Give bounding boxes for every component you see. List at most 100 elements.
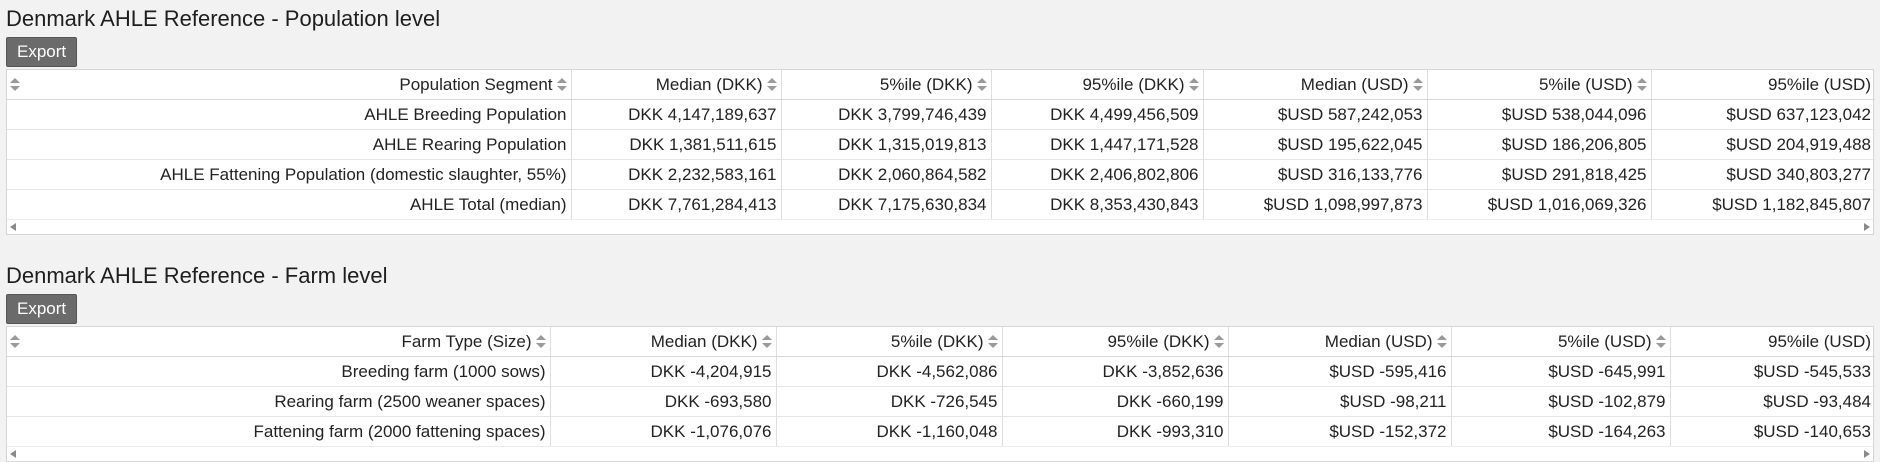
sort-icon[interactable]	[535, 335, 546, 349]
column-header-median-usd[interactable]: Median (USD)	[1203, 70, 1428, 100]
cell: DKK 2,232,583,161	[571, 159, 782, 190]
column-header-5pct-dkk[interactable]: 5%ile (DKK)	[781, 70, 992, 100]
cell: DKK -726,545	[776, 386, 1003, 417]
cell: DKK -1,076,076	[550, 416, 777, 446]
cell: DKK 7,761,284,413	[571, 189, 782, 219]
sort-icon[interactable]	[761, 335, 772, 349]
table-row: AHLE Rearing Population DKK 1,381,511,61…	[7, 129, 1875, 160]
farm-export-button[interactable]: Export	[6, 294, 78, 324]
column-header-95pct-usd[interactable]: 95%ile (USD)	[1651, 70, 1875, 100]
sort-icon[interactable]	[1412, 78, 1423, 92]
cell: DKK 7,175,630,834	[781, 189, 992, 219]
population-export-button[interactable]: Export	[6, 37, 78, 67]
population-title: Denmark AHLE Reference - Population leve…	[6, 6, 441, 31]
cell: DKK 3,799,746,439	[781, 99, 992, 130]
cell: $USD -152,372	[1228, 416, 1452, 446]
cell: DKK -993,310	[1002, 416, 1229, 446]
scroll-right-icon[interactable]	[1864, 450, 1870, 458]
horizontal-scrollbar[interactable]	[7, 219, 1873, 234]
cell: $USD 291,818,425	[1427, 159, 1652, 190]
sort-icon[interactable]	[1636, 78, 1647, 92]
column-header-95pct-usd[interactable]: 95%ile (USD)	[1670, 327, 1875, 357]
sort-icon[interactable]	[1436, 335, 1447, 349]
table-row: Breeding farm (1000 sows) DKK -4,204,915…	[7, 356, 1875, 387]
scroll-left-icon[interactable]	[10, 450, 16, 458]
cell: Rearing farm (2500 weaner spaces)	[7, 386, 551, 417]
cell: $USD 316,133,776	[1203, 159, 1428, 190]
population-header-row: Population Segment Median (DKK) 5%ile (D…	[7, 70, 1875, 100]
cell: $USD 1,016,069,326	[1427, 189, 1652, 219]
sort-icon[interactable]	[556, 78, 567, 92]
cell: DKK 1,447,171,528	[991, 129, 1204, 160]
table-row: AHLE Fattening Population (domestic slau…	[7, 159, 1875, 190]
cell: $USD -98,211	[1228, 386, 1452, 417]
sort-icon[interactable]	[1188, 78, 1199, 92]
column-header-median-dkk[interactable]: Median (DKK)	[550, 327, 777, 357]
cell: $USD 1,182,845,807	[1651, 189, 1875, 219]
cell: $USD 637,123,042	[1726, 104, 1871, 124]
cell: Fattening farm (2000 fattening spaces)	[7, 416, 551, 446]
cell: DKK 1,381,511,615	[571, 129, 782, 160]
scroll-right-icon[interactable]	[1864, 223, 1870, 231]
column-header-farm-type[interactable]: Farm Type (Size)	[7, 327, 551, 357]
cell: AHLE Rearing Population	[7, 129, 572, 160]
horizontal-scrollbar[interactable]	[7, 446, 1873, 461]
table-row: AHLE Total (median) DKK 7,761,284,413 DK…	[7, 189, 1875, 219]
population-section: Denmark AHLE Reference - Population leve…	[6, 6, 1875, 235]
table-row: Rearing farm (2500 weaner spaces) DKK -6…	[7, 386, 1875, 417]
cell: DKK -3,852,636	[1002, 356, 1229, 387]
column-header-median-dkk[interactable]: Median (DKK)	[571, 70, 782, 100]
sort-icon[interactable]	[1655, 335, 1666, 349]
cell: DKK -693,580	[550, 386, 777, 417]
cell: AHLE Fattening Population (domestic slau…	[7, 159, 572, 190]
sort-icon[interactable]	[10, 335, 20, 349]
column-header-5pct-dkk[interactable]: 5%ile (DKK)	[776, 327, 1003, 357]
cell: $USD 195,622,045	[1203, 129, 1428, 160]
cell: $USD 340,803,277	[1651, 159, 1875, 190]
cell: $USD 1,098,997,873	[1203, 189, 1428, 219]
farm-title: Denmark AHLE Reference - Farm level	[6, 263, 388, 288]
farm-header-row: Farm Type (Size) Median (DKK) 5%ile (DKK…	[7, 327, 1875, 357]
cell: AHLE Total (median)	[7, 189, 572, 219]
cell: $USD 204,919,488	[1651, 129, 1875, 160]
sort-icon[interactable]	[987, 335, 998, 349]
column-header-median-usd[interactable]: Median (USD)	[1228, 327, 1452, 357]
column-header-5pct-usd[interactable]: 5%ile (USD)	[1427, 70, 1652, 100]
column-header-95pct-dkk[interactable]: 95%ile (DKK)	[991, 70, 1204, 100]
cell: DKK -4,562,086	[776, 356, 1003, 387]
cell: $USD 186,206,805	[1427, 129, 1652, 160]
farm-table: Farm Type (Size) Median (DKK) 5%ile (DKK…	[6, 326, 1875, 462]
farm-section: Denmark AHLE Reference - Farm level Expo…	[6, 263, 1875, 462]
sort-icon[interactable]	[10, 78, 20, 92]
cell: DKK 1,315,019,813	[781, 129, 992, 160]
column-header-population-segment[interactable]: Population Segment	[7, 70, 572, 100]
cell: DKK 2,406,802,806	[991, 159, 1204, 190]
cell: $USD 538,044,096	[1427, 99, 1652, 130]
cell: DKK 4,147,189,637	[571, 99, 782, 130]
cell: $USD -102,879	[1451, 386, 1671, 417]
cell: $USD -164,263	[1451, 416, 1671, 446]
population-table: Population Segment Median (DKK) 5%ile (D…	[6, 69, 1875, 235]
cell: $USD -595,416	[1228, 356, 1452, 387]
cell: DKK 8,353,430,843	[991, 189, 1204, 219]
sort-icon[interactable]	[766, 78, 777, 92]
sort-icon[interactable]	[1213, 335, 1224, 349]
cell: DKK -1,160,048	[776, 416, 1003, 446]
scroll-left-icon[interactable]	[10, 223, 16, 231]
cell: $USD -140,653	[1670, 416, 1875, 446]
cell: DKK -660,199	[1002, 386, 1229, 417]
table-row: Fattening farm (2000 fattening spaces) D…	[7, 416, 1875, 446]
cell: DKK 4,499,456,509	[991, 99, 1204, 130]
cell: DKK -4,204,915	[550, 356, 777, 387]
cell: $USD -645,991	[1451, 356, 1671, 387]
cell: $USD 587,242,053	[1203, 99, 1428, 130]
cell: $USD -93,484	[1670, 386, 1875, 417]
cell: AHLE Breeding Population	[7, 99, 572, 130]
cell: DKK 2,060,864,582	[781, 159, 992, 190]
column-header-95pct-dkk[interactable]: 95%ile (DKK)	[1002, 327, 1229, 357]
cell: $USD -545,533	[1753, 361, 1871, 381]
sort-icon[interactable]	[976, 78, 987, 92]
table-row: AHLE Breeding Population DKK 4,147,189,6…	[7, 99, 1875, 130]
cell: Breeding farm (1000 sows)	[7, 356, 551, 387]
column-header-5pct-usd[interactable]: 5%ile (USD)	[1451, 327, 1671, 357]
